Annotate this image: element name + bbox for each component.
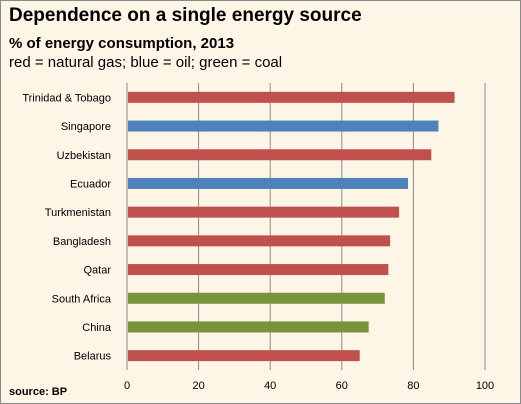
x-tick-label: 80 [407,380,419,392]
bar [128,149,432,161]
chart-title: Dependence on a single energy source [9,5,362,26]
bar [128,120,439,132]
category-label: Singapore [61,121,111,133]
source-note: source: BP [9,386,68,398]
category-label: South Africa [52,293,112,305]
category-label: Trinidad & Tobago [22,92,111,104]
bar [128,321,369,333]
category-label: China [82,322,112,334]
bar [128,177,409,189]
x-tick-label: 100 [476,380,494,392]
category-label: Turkmenistan [45,207,111,219]
x-tick-label: 20 [192,380,204,392]
bar [128,350,360,362]
category-label: Ecuador [70,178,111,190]
category-label: Bangladesh [53,236,111,248]
color-legend-note: red = natural gas; blue = oil; green = c… [9,54,283,71]
bar [128,206,400,218]
category-label: Qatar [83,265,111,277]
x-tick-label: 60 [336,380,348,392]
bar [128,264,389,276]
x-tick-label: 40 [264,380,276,392]
x-tick-label: 0 [124,380,130,392]
category-label: Belarus [74,351,112,363]
chart-subtitle: % of energy consumption, 2013 [9,35,235,52]
bar [128,292,385,304]
category-label: Uzbekistan [57,150,111,162]
bar [128,235,391,247]
bar [128,91,455,103]
